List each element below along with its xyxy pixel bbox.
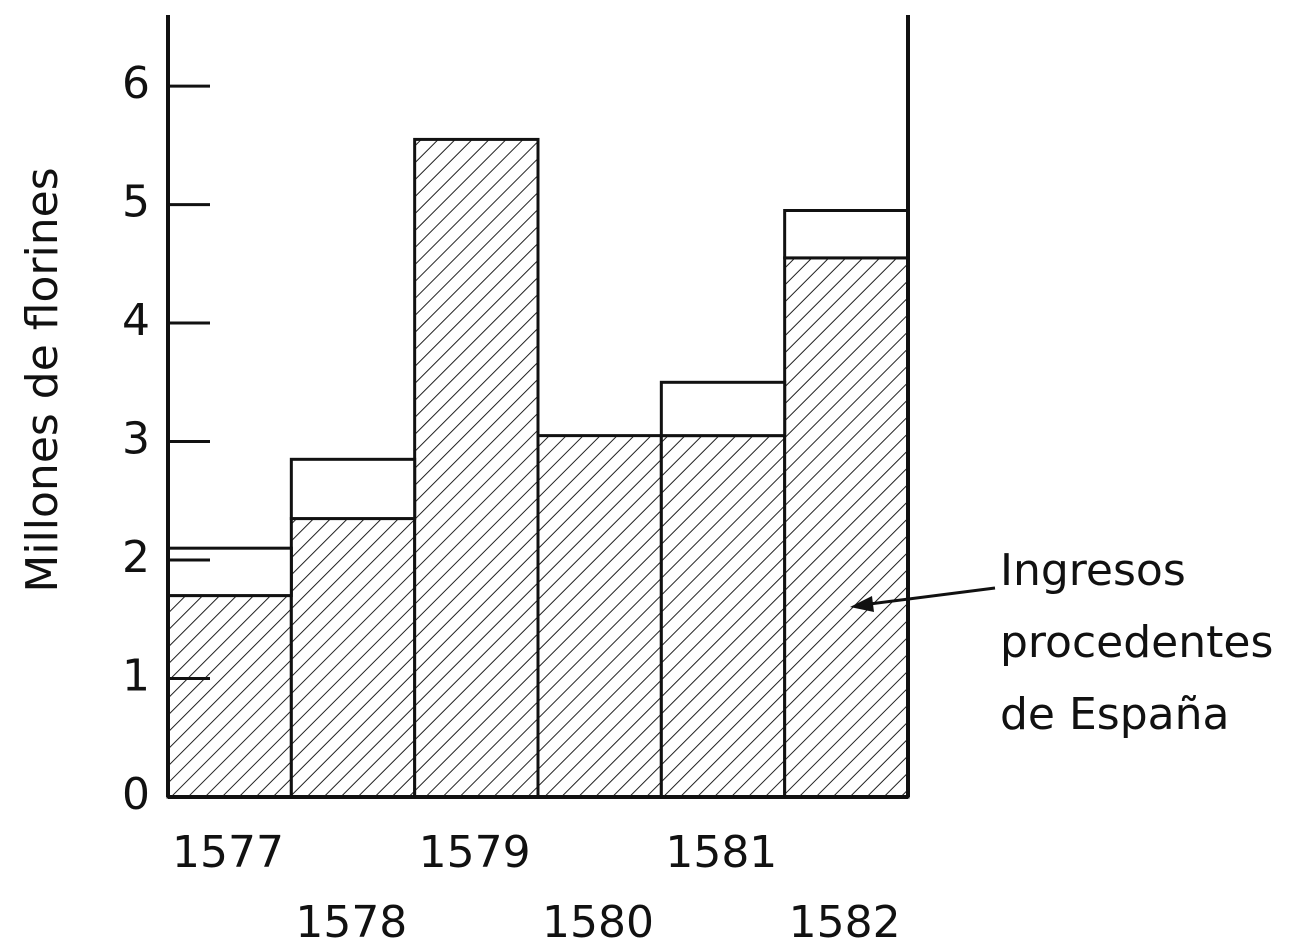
bar-segment — [166, 594, 293, 799]
legend-label: Ingresos procedentes de España — [1000, 545, 1274, 740]
y-tick-label: 0 — [122, 769, 150, 820]
y-tick-label: 3 — [122, 414, 150, 465]
x-tick-label: 1581 — [665, 827, 777, 878]
y-tick-label: 2 — [122, 532, 150, 583]
x-tick-label: 1577 — [172, 827, 284, 878]
y-tick-label: 4 — [122, 295, 150, 346]
x-tick-label: 1582 — [789, 897, 901, 948]
legend-arrow — [861, 586, 996, 607]
y-tick-label: 1 — [122, 651, 150, 702]
bar-segment — [659, 380, 787, 438]
bar-segment — [659, 434, 787, 799]
bar-segment — [783, 209, 910, 260]
x-tick-label: 1580 — [542, 897, 654, 948]
bar-segment — [413, 137, 540, 799]
bar-segment — [166, 546, 293, 598]
legend-arrowhead — [850, 596, 874, 612]
bar-segment — [783, 256, 910, 799]
bar-segment — [289, 457, 417, 521]
bar-segment — [289, 517, 417, 799]
y-axis-label: Millones de florines — [17, 167, 68, 592]
bar-segment — [536, 434, 663, 799]
x-tick-label: 1578 — [295, 897, 407, 948]
x-tick-label: 1579 — [419, 827, 531, 878]
y-tick-label: 5 — [122, 177, 150, 228]
y-tick-label: 6 — [122, 58, 150, 109]
